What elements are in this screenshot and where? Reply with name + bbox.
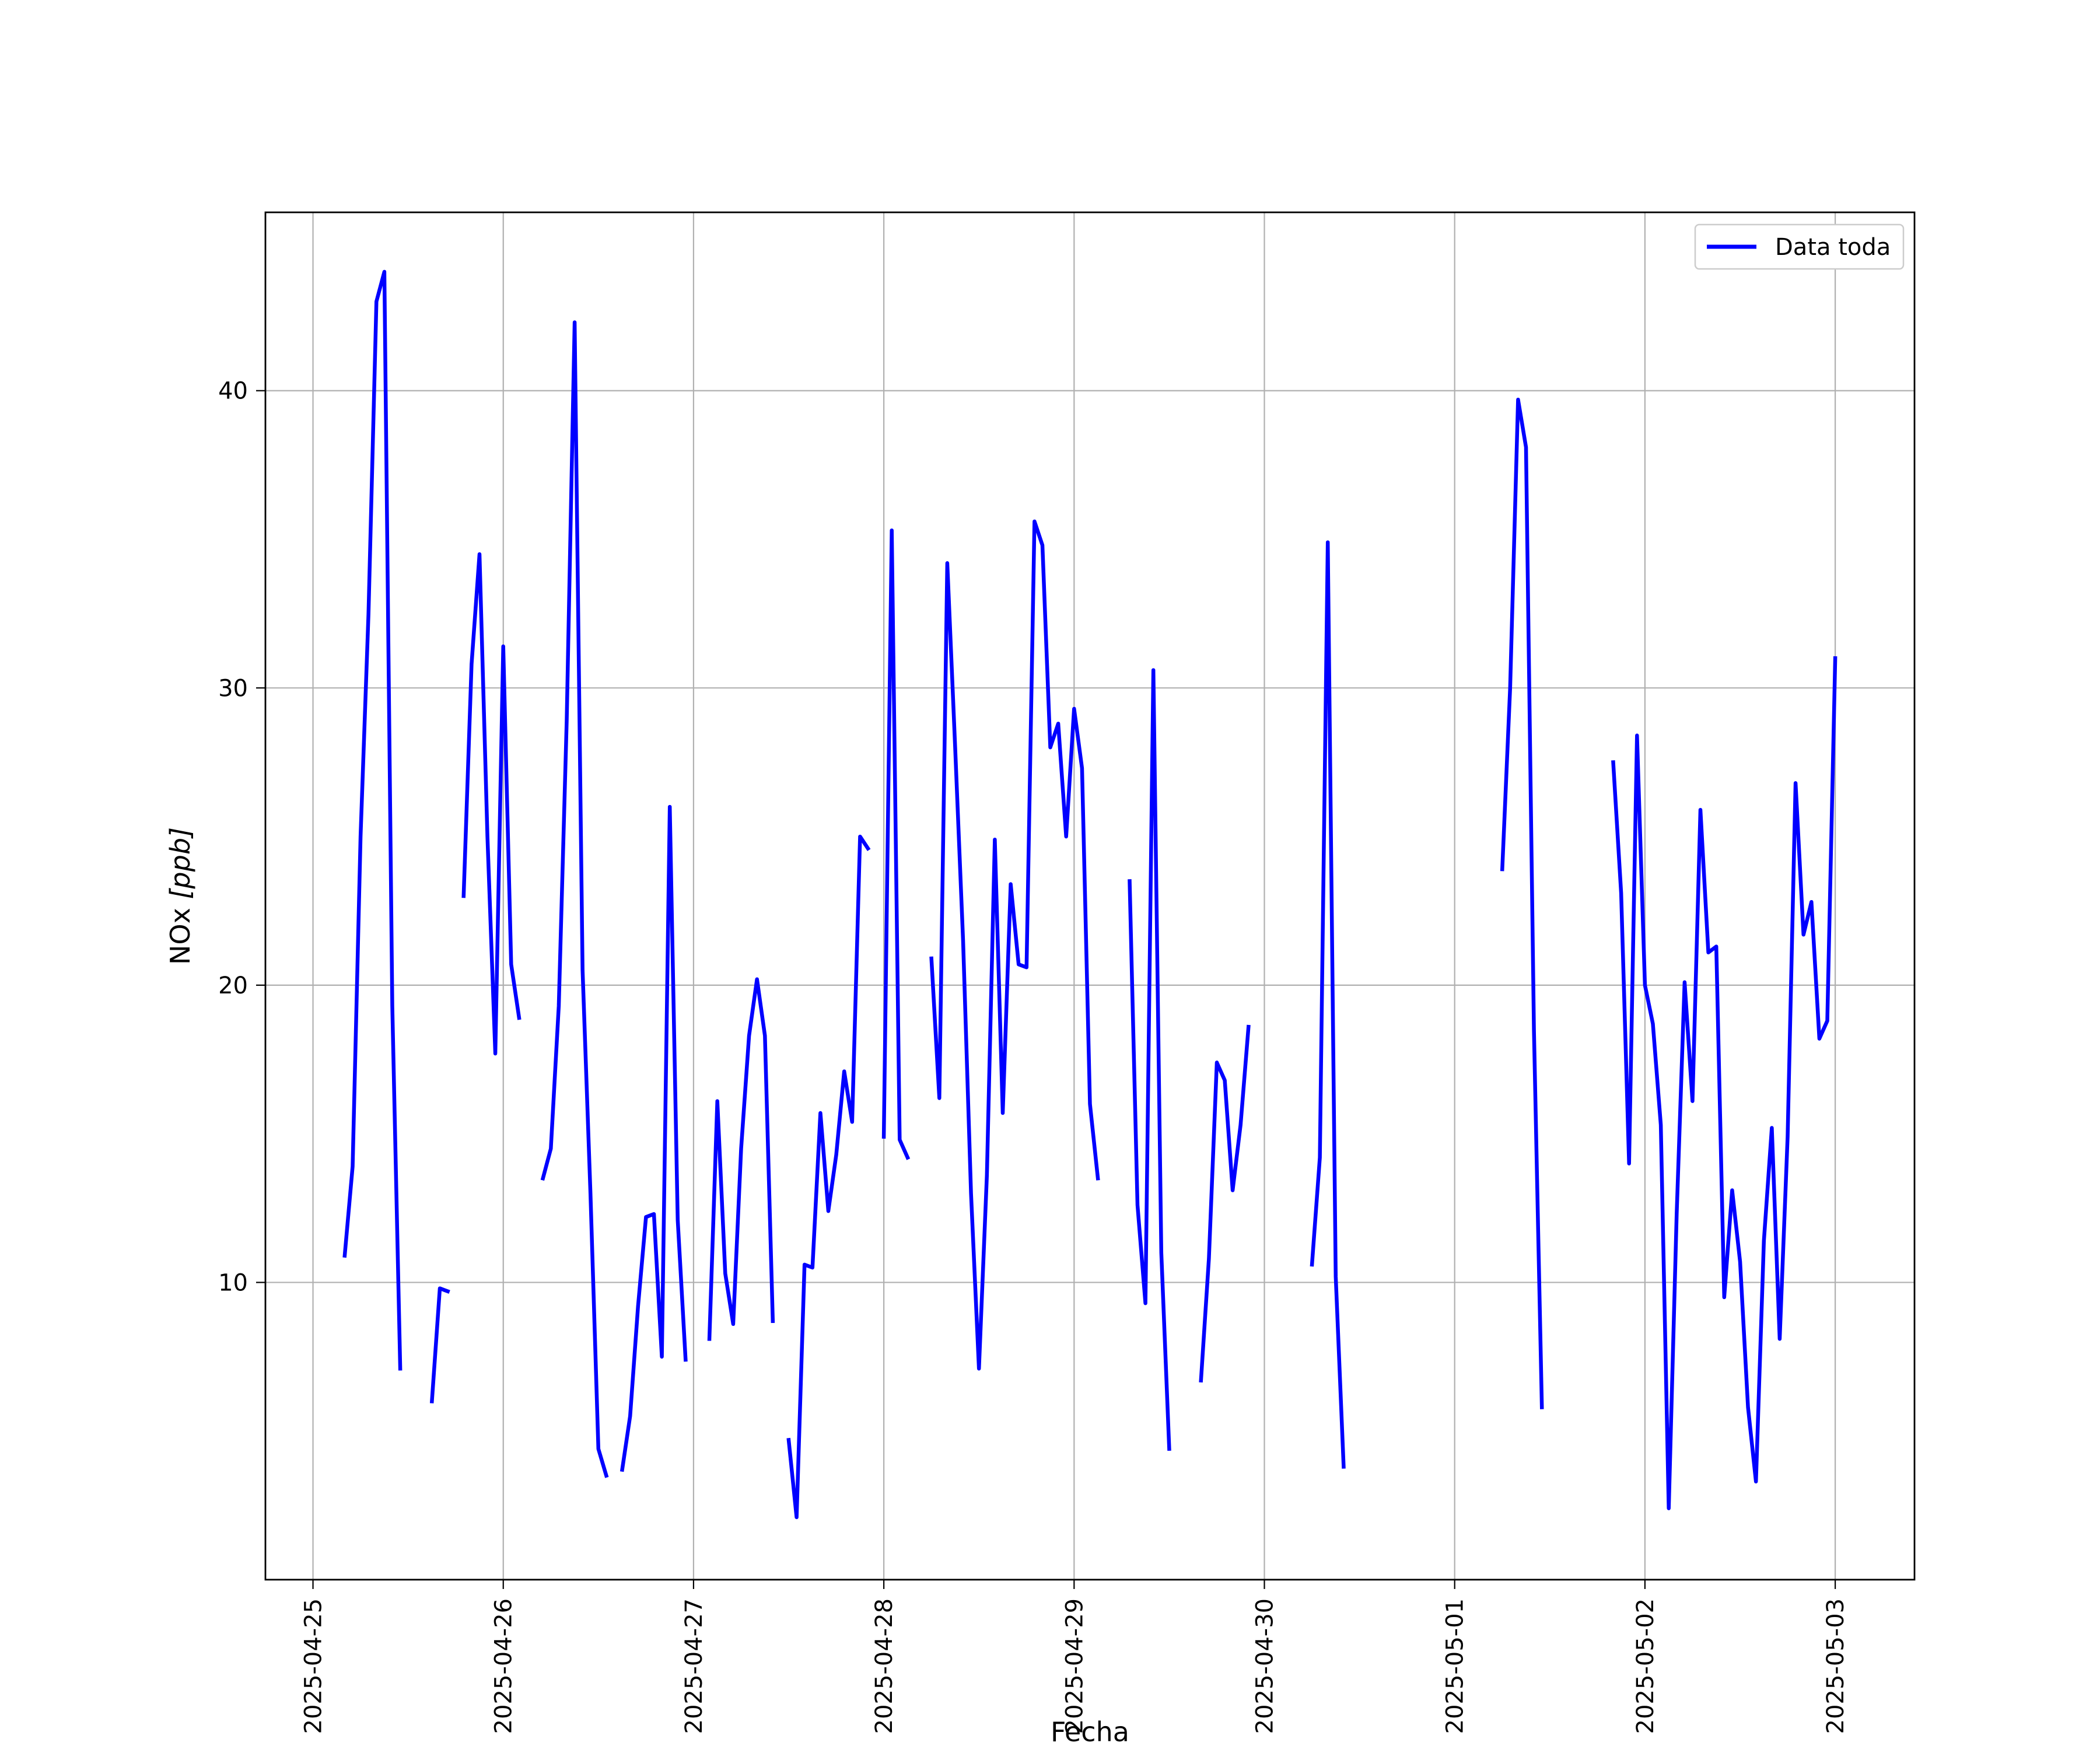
series-line-segment: [620, 804, 688, 1472]
series-line-segment: [881, 528, 911, 1160]
x-tick-label: 2025-05-02: [1632, 1598, 1659, 1734]
x-tick-label: 2025-04-26: [491, 1598, 517, 1734]
series-line-segment: [929, 519, 1100, 1371]
x-axis-label: Fecha: [1051, 1716, 1129, 1748]
series-line-segment: [1500, 397, 1544, 1409]
series-line-segment: [1199, 1024, 1251, 1383]
x-tick-label: 2025-04-30: [1252, 1598, 1279, 1734]
legend: Data toda: [1694, 223, 1905, 270]
y-axis-label-quantity: NOx: [164, 900, 196, 965]
series-line-segment: [707, 977, 775, 1341]
x-tick-label: 2025-05-01: [1442, 1598, 1469, 1734]
series-line-segment: [342, 270, 402, 1371]
y-tick-label: 20: [218, 972, 248, 999]
series-line-segment: [786, 834, 871, 1520]
series-line-segment: [461, 552, 522, 1056]
y-tick-label: 30: [218, 675, 248, 702]
series-line-segment: [429, 1286, 450, 1404]
series-line-segment: [1310, 540, 1346, 1469]
y-axis-label-unit: [ppb]: [164, 827, 196, 900]
legend-label: Data toda: [1775, 234, 1891, 261]
x-tick-label: 2025-04-28: [871, 1598, 898, 1734]
y-tick-label: 40: [218, 378, 248, 405]
x-tick-label: 2025-04-29: [1061, 1598, 1088, 1734]
series-line-segment: [1611, 656, 1838, 1510]
grid-lines: [265, 212, 1915, 1580]
series-line-segment: [1128, 668, 1171, 1451]
x-tick-label: 2025-04-27: [681, 1598, 708, 1734]
legend-box: [1694, 223, 1905, 270]
y-axis-ticks: 10 20 30 40: [218, 378, 265, 1296]
y-tick-label: 10: [218, 1269, 248, 1296]
series-line-segment: [540, 320, 609, 1478]
y-axis-label: NOx [ppb]: [164, 827, 196, 965]
series-data-toda: [342, 270, 1838, 1520]
x-tick-label: 2025-04-25: [300, 1598, 327, 1734]
x-axis-ticks: 2025-04-25 2025-04-26 2025-04-27 2025-04-28…: [300, 1580, 1849, 1734]
x-tick-label: 2025-05-03: [1822, 1598, 1849, 1734]
plot-frame: [264, 211, 1916, 1581]
